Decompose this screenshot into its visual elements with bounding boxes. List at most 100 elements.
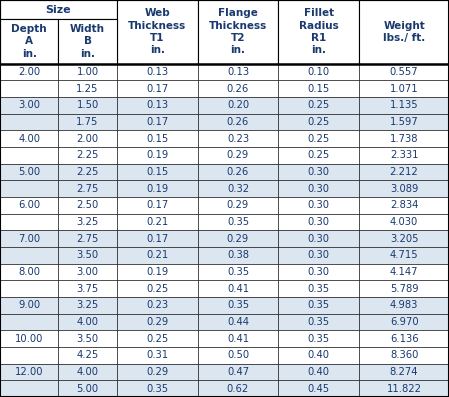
Bar (117, 164, 198, 180)
Text: 4.25: 4.25 (76, 350, 99, 360)
Bar (278, 80, 359, 97)
Bar (0, 147, 58, 164)
Text: 0.29: 0.29 (227, 150, 249, 160)
Text: 0.35: 0.35 (308, 283, 330, 294)
Text: 0.30: 0.30 (308, 250, 330, 260)
Text: Weight
lbs./ ft.: Weight lbs./ ft. (383, 21, 425, 43)
Bar (117, 364, 198, 380)
Bar (359, 197, 449, 214)
Bar (117, 130, 198, 147)
Bar (278, 97, 359, 114)
Bar (198, 214, 278, 230)
Text: 3.25: 3.25 (76, 217, 99, 227)
Bar (198, 264, 278, 280)
Bar (359, 330, 449, 347)
Text: 0.41: 0.41 (227, 333, 249, 344)
Bar (359, 280, 449, 297)
Text: 6.136: 6.136 (390, 333, 418, 344)
Bar (278, 297, 359, 314)
Bar (198, 280, 278, 297)
Text: 2.25: 2.25 (76, 150, 99, 160)
Text: 0.30: 0.30 (308, 267, 330, 277)
Text: 6.970: 6.970 (390, 317, 418, 327)
Text: 0.47: 0.47 (227, 367, 249, 377)
Text: 0.32: 0.32 (227, 183, 249, 194)
Text: 4.00: 4.00 (77, 317, 98, 327)
Bar (0, 230, 58, 247)
Bar (278, 197, 359, 214)
Bar (198, 97, 278, 114)
Text: 4.983: 4.983 (390, 300, 418, 310)
Text: 3.089: 3.089 (390, 183, 418, 194)
Text: 0.40: 0.40 (308, 350, 330, 360)
Text: 0.44: 0.44 (227, 317, 249, 327)
Text: 0.17: 0.17 (146, 200, 168, 210)
Bar (0, 97, 58, 114)
Bar (359, 97, 449, 114)
Text: 2.212: 2.212 (390, 167, 418, 177)
Bar (0, 180, 58, 197)
Bar (58, 214, 117, 230)
Text: 4.00: 4.00 (18, 133, 40, 144)
Bar (359, 364, 449, 380)
Bar (0, 280, 58, 297)
Text: 0.13: 0.13 (227, 67, 249, 77)
Bar (58, 19, 117, 64)
Text: 0.15: 0.15 (146, 167, 168, 177)
Text: 0.23: 0.23 (146, 300, 168, 310)
Text: 0.25: 0.25 (146, 283, 168, 294)
Text: 2.00: 2.00 (76, 133, 99, 144)
Text: 7.00: 7.00 (18, 233, 40, 244)
Bar (278, 364, 359, 380)
Text: 0.17: 0.17 (146, 117, 168, 127)
Text: 2.834: 2.834 (390, 200, 418, 210)
Text: 0.21: 0.21 (146, 250, 168, 260)
Bar (278, 330, 359, 347)
Text: 5.789: 5.789 (390, 283, 418, 294)
Bar (359, 180, 449, 197)
Text: 0.21: 0.21 (146, 217, 168, 227)
Bar (198, 114, 278, 130)
Text: 0.30: 0.30 (308, 217, 330, 227)
Text: 0.557: 0.557 (390, 67, 418, 77)
Bar (58, 114, 117, 130)
Bar (198, 0, 278, 64)
Bar (0, 247, 58, 264)
Bar (58, 314, 117, 330)
Text: 3.50: 3.50 (76, 250, 99, 260)
Bar (58, 247, 117, 264)
Text: 5.00: 5.00 (18, 167, 40, 177)
Bar (0, 164, 58, 180)
Text: 2.75: 2.75 (76, 233, 99, 244)
Bar (0, 0, 117, 19)
Text: 6.00: 6.00 (18, 200, 40, 210)
Bar (117, 330, 198, 347)
Bar (359, 214, 449, 230)
Text: 0.30: 0.30 (308, 167, 330, 177)
Bar (278, 130, 359, 147)
Text: 0.35: 0.35 (227, 267, 249, 277)
Bar (278, 214, 359, 230)
Bar (359, 64, 449, 80)
Text: 0.29: 0.29 (227, 233, 249, 244)
Text: 0.35: 0.35 (227, 300, 249, 310)
Bar (0, 114, 58, 130)
Text: 0.25: 0.25 (308, 133, 330, 144)
Text: 0.15: 0.15 (146, 133, 168, 144)
Bar (0, 64, 58, 80)
Bar (359, 264, 449, 280)
Bar (278, 314, 359, 330)
Bar (278, 247, 359, 264)
Bar (198, 230, 278, 247)
Text: 2.00: 2.00 (18, 67, 40, 77)
Bar (0, 380, 58, 397)
Bar (0, 197, 58, 214)
Text: 5.00: 5.00 (76, 384, 99, 394)
Text: 2.331: 2.331 (390, 150, 418, 160)
Bar (278, 147, 359, 164)
Bar (198, 180, 278, 197)
Bar (58, 297, 117, 314)
Bar (117, 297, 198, 314)
Text: 0.26: 0.26 (227, 117, 249, 127)
Bar (58, 264, 117, 280)
